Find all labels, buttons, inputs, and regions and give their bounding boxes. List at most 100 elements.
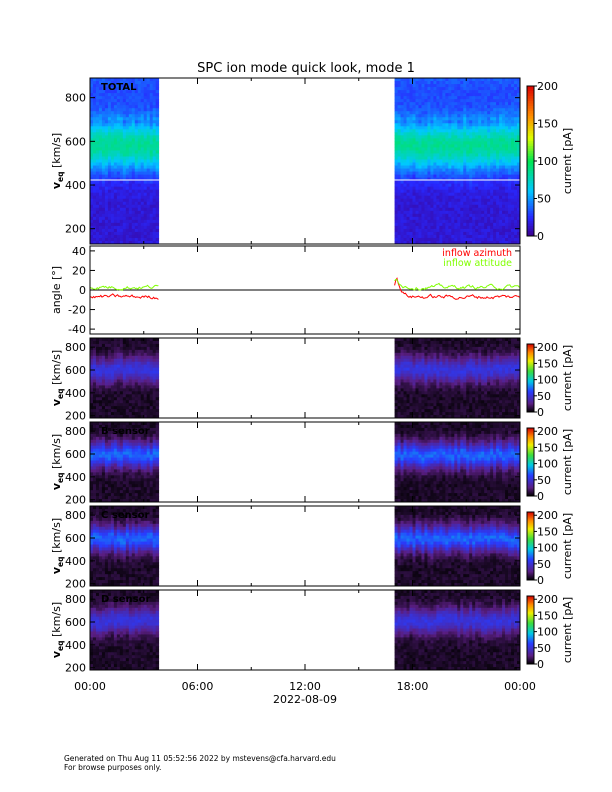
spectrogram-cell (517, 132, 521, 136)
spectrogram-cell (427, 96, 431, 100)
spectrogram-cell (400, 189, 404, 194)
spectrogram-cell (427, 355, 431, 360)
spectrogram-cell (116, 406, 121, 410)
spectrogram-cell (394, 409, 398, 413)
spectrogram-cell (409, 111, 413, 115)
spectrogram-cell (460, 204, 464, 209)
spectrogram-cell (146, 120, 151, 124)
spectrogram-cell (466, 129, 470, 133)
spectrogram-cell (478, 141, 482, 145)
spectrogram-cell (427, 87, 431, 91)
spectrogram-cell (95, 165, 100, 169)
spectrogram-cell (113, 204, 118, 209)
spectrogram-cell (98, 394, 103, 398)
spectrogram-cell (152, 213, 157, 218)
spectrogram-cell (98, 219, 103, 224)
spectrogram-cell (113, 183, 118, 188)
spectrogram-cell (511, 129, 515, 133)
spectrogram-cell (412, 177, 416, 182)
spectrogram-cell (134, 156, 139, 160)
spectrogram-cell (92, 126, 97, 130)
spectrogram-cell (445, 222, 449, 227)
spectrogram-cell (448, 415, 452, 419)
spectrogram-cell (95, 108, 100, 112)
spectrogram-cell (481, 237, 485, 242)
spectrogram-cell (110, 394, 115, 398)
spectrogram-cell (463, 150, 467, 154)
spectrogram-cell (90, 358, 94, 363)
spectrogram-cell (119, 105, 124, 109)
spectrogram-cell (116, 210, 121, 215)
spectrogram-cell (143, 403, 148, 407)
spectrogram-cell (451, 412, 455, 416)
spectrogram-cell (137, 123, 142, 127)
spectrogram-cell (113, 237, 118, 242)
spectrogram-cell (92, 165, 97, 169)
spectrogram-cell (460, 355, 464, 360)
spectrogram-cell (442, 159, 446, 163)
spectrogram-cell (137, 216, 142, 221)
spectrogram-cell (116, 156, 121, 160)
spectrogram-cell (457, 237, 461, 242)
spectrogram-cell (125, 102, 130, 106)
spectrogram-cell (478, 132, 482, 136)
spectrogram-cell (436, 96, 440, 100)
spectrogram-cell (412, 343, 416, 348)
spectrogram-cell (113, 228, 118, 233)
spectrogram-cell (149, 340, 154, 345)
spectrogram-cell (457, 340, 461, 345)
spectrogram-cell (439, 195, 443, 200)
spectrogram-cell (466, 114, 470, 118)
spectrogram-cell (415, 192, 419, 197)
spectrogram-cell (448, 189, 452, 194)
spectrogram-cell (415, 349, 419, 354)
spectrogram-cell (134, 153, 139, 157)
spectrogram-cell (403, 204, 407, 209)
spectrogram-cell (460, 338, 464, 342)
spectrogram-cell (457, 108, 461, 112)
spectrogram-cell (406, 168, 410, 172)
spectrogram-cell (451, 117, 455, 121)
series-line-inflow-attitude (394, 278, 520, 291)
spectrogram-cell (439, 412, 443, 416)
spectrogram-cell (152, 385, 157, 389)
spectrogram-cell (430, 391, 434, 395)
spectrogram-cell (493, 129, 497, 133)
spectrogram-cell (445, 120, 449, 124)
spectrogram-cell (487, 108, 491, 112)
spectrogram-cell (95, 177, 100, 182)
spectrogram-cell (104, 78, 109, 82)
spectrogram-cell (113, 340, 118, 345)
spectrogram-cell (131, 102, 136, 106)
spectrogram-cell (140, 90, 145, 94)
spectrogram-cell (155, 192, 160, 197)
spectrogram-cell (90, 237, 94, 242)
spectrogram-cell (460, 177, 464, 182)
spectrogram-cell (484, 84, 488, 88)
spectrogram-cell (478, 90, 482, 94)
spectrogram-cell (463, 352, 467, 357)
spectrogram-cell (436, 138, 440, 142)
spectrogram-cell (394, 207, 398, 212)
y-tick-label: 40 (72, 245, 86, 258)
spectrogram-cell (403, 153, 407, 157)
spectrogram-cell (424, 382, 428, 386)
spectrogram-cell (394, 87, 398, 91)
spectrogram-cell (418, 394, 422, 398)
spectrogram-cell (430, 349, 434, 354)
spectrogram-cell (472, 156, 476, 160)
spectrogram-cell (451, 394, 455, 398)
spectrogram-cell (394, 231, 398, 236)
spectrogram-cell (394, 171, 398, 175)
colorbar-cell (527, 106, 534, 109)
spectrogram-cell (514, 186, 518, 191)
spectrogram-cell (502, 105, 506, 109)
spectrogram-cell (134, 141, 139, 145)
spectrogram-cell (448, 385, 452, 389)
spectrogram-cell (457, 78, 461, 82)
spectrogram-cell (508, 141, 512, 145)
spectrogram-cell (415, 180, 419, 185)
spectrogram-cell (454, 216, 458, 221)
spectrogram-cell (427, 394, 431, 398)
spectrogram-cell (511, 183, 515, 188)
